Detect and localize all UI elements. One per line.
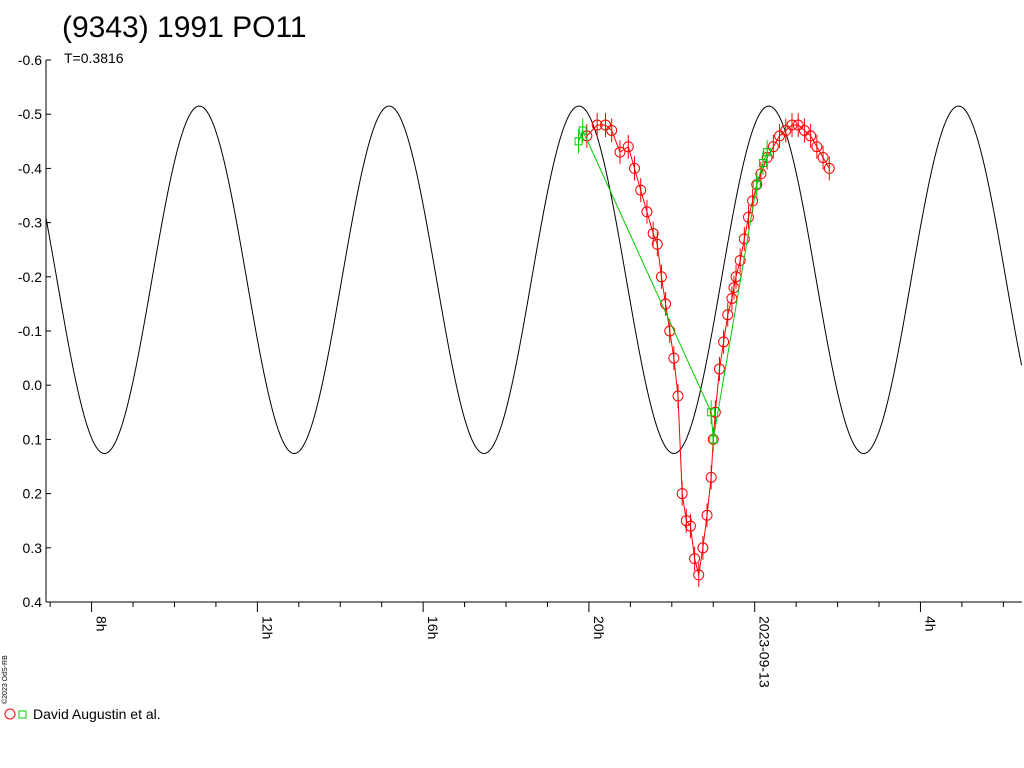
data-point-circle xyxy=(591,119,603,131)
data-point-circle xyxy=(689,553,701,565)
x-tick-label: 16h xyxy=(425,616,441,639)
data-point-circle xyxy=(805,130,817,142)
y-tick-label: -0.1 xyxy=(18,323,42,339)
data-point-circle xyxy=(622,141,634,153)
data-point-circle xyxy=(651,238,663,250)
data-point-circle xyxy=(747,195,759,207)
series-line-circle xyxy=(586,124,830,576)
x-tick-label: 2023-09-13 xyxy=(757,616,773,688)
chart-axes: -0.6 -0.5 -0.4 -0.3 -0.2 -0.1 0.0 0.1 0.2 0.3 0.4 8… xyxy=(18,52,1022,688)
y-tick-label: 0.2 xyxy=(23,486,43,502)
y-tick-label: -0.3 xyxy=(18,215,42,231)
data-point-circle xyxy=(581,130,593,142)
copyright-text: ©2023 OdS-RB xyxy=(1,655,9,704)
data-point-square xyxy=(578,126,587,135)
chart-subtitle: T=0.3816 xyxy=(64,50,124,66)
data-point-circle xyxy=(792,119,804,131)
data-point-circle xyxy=(668,352,680,364)
legend-square-icon xyxy=(18,710,27,718)
data-point-square xyxy=(707,408,716,417)
data-point-circle xyxy=(664,325,676,337)
data-point-circle xyxy=(647,227,659,239)
data-point-circle xyxy=(599,119,611,131)
data-point-circle xyxy=(722,309,734,321)
data-point-circle xyxy=(655,271,667,283)
data-point-circle xyxy=(705,471,717,483)
data-point-circle xyxy=(798,124,810,136)
data-point-circle xyxy=(641,206,653,218)
data-point-circle xyxy=(635,184,647,196)
chart-title: (9343) 1991 PO11 xyxy=(62,11,307,44)
y-tick-label: 0.1 xyxy=(23,431,43,447)
data-point-circle xyxy=(701,509,713,521)
data-point-circle xyxy=(786,119,798,131)
data-point-circle xyxy=(718,336,730,348)
y-tick-label: -0.2 xyxy=(18,269,42,285)
data-point-circle xyxy=(676,488,688,500)
data-point-square xyxy=(709,435,718,444)
data-point-circle xyxy=(767,141,779,153)
x-tick-label: 4h xyxy=(922,616,938,632)
data-point-circle xyxy=(697,542,709,554)
y-tick-label: 0.3 xyxy=(23,540,43,556)
data-point-circle xyxy=(738,233,750,245)
data-point-circle xyxy=(817,152,829,164)
data-point-circle xyxy=(774,130,786,142)
data-point-circle xyxy=(709,406,721,418)
legend-label: David Augustin et al. xyxy=(33,706,161,722)
data-point-circle xyxy=(811,141,823,153)
data-point-square xyxy=(758,158,767,167)
data-point-circle xyxy=(734,255,746,267)
data-point-circle xyxy=(629,162,641,174)
data-point-square xyxy=(763,148,772,157)
data-point-circle xyxy=(606,124,618,136)
lightcurve-chart: -0.6 -0.5 -0.4 -0.3 -0.2 -0.1 0.0 0.1 0.2 0.3 0.4 8… xyxy=(18,52,1023,688)
legend: David Augustin et al. xyxy=(4,704,161,724)
model-curve-layer xyxy=(45,105,1023,454)
data-point-square xyxy=(574,137,583,146)
copyright-note: ©2023 OdS-RB xyxy=(1,655,9,704)
legend-circle-icon xyxy=(4,708,16,720)
data-point-square xyxy=(752,180,761,189)
y-tick-label: 0.0 xyxy=(23,377,43,393)
y-tick-label: -0.4 xyxy=(18,160,42,176)
data-point-circle xyxy=(672,390,684,402)
data-point-circle xyxy=(823,162,835,174)
data-point-circle xyxy=(614,146,626,158)
data-points-layer xyxy=(574,113,835,587)
data-point-circle xyxy=(660,298,672,310)
x-tick-label: 12h xyxy=(259,616,275,639)
y-tick-label: 0.4 xyxy=(23,594,43,610)
x-tick-label: 8h xyxy=(94,616,110,632)
model-curve xyxy=(45,105,1023,454)
x-tick-label: 20h xyxy=(591,616,607,639)
data-point-circle xyxy=(742,211,754,223)
data-point-circle xyxy=(693,569,705,581)
data-point-circle xyxy=(684,520,696,532)
y-tick-label: -0.6 xyxy=(18,52,42,68)
data-point-circle xyxy=(780,124,792,136)
y-tick-label: -0.5 xyxy=(18,106,42,122)
legend-symbols xyxy=(4,708,27,720)
data-point-circle xyxy=(713,363,725,375)
